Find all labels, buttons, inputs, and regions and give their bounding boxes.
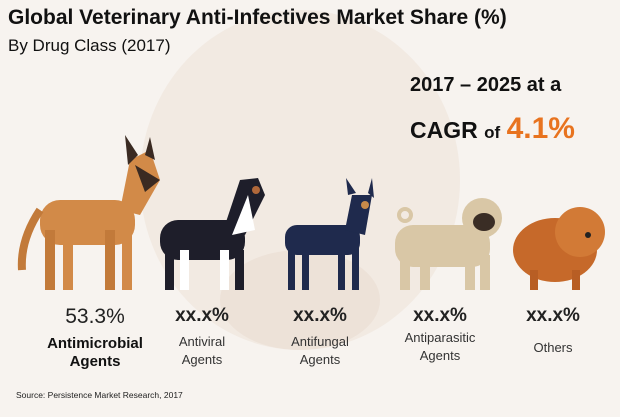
chart-title: Global Veterinary Anti-Infectives Market…	[8, 6, 507, 29]
label-line: Antimicrobial	[47, 335, 143, 352]
category-antiviral: xx.x% Antiviral Agents	[137, 305, 267, 369]
dog-antiparasitic-icon	[395, 198, 502, 290]
dog-illustrations	[17, 135, 605, 290]
cagr-prefix: CAGR	[410, 117, 478, 143]
dog-antimicrobial-icon	[17, 135, 160, 290]
category-antifungal: xx.x% Antifungal Agents	[255, 305, 385, 369]
label-line: Antiparasitic	[404, 330, 476, 345]
label-line: Agents	[181, 352, 223, 367]
dog-others-icon	[513, 207, 605, 290]
label-line: Agents	[299, 352, 341, 367]
value-label: xx.x%	[413, 305, 467, 326]
category-antiparasitic: xx.x% Antiparasitic Agents	[375, 305, 505, 365]
category-label: Antiviral Agents	[137, 333, 267, 369]
cagr-value: 4.1%	[506, 112, 575, 145]
value-label: xx.x%	[526, 305, 580, 326]
category-antimicrobial: 53.3% Antimicrobial Agents	[30, 305, 160, 371]
cagr-line: CAGR of 4.1%	[410, 112, 575, 146]
cagr-period: 2017 – 2025 at a	[410, 74, 562, 96]
chart-subtitle: By Drug Class (2017)	[8, 36, 171, 55]
label-line: Antifungal	[291, 334, 349, 349]
value-label: xx.x%	[293, 305, 347, 326]
category-label: Antifungal Agents	[255, 333, 385, 369]
value-label: xx.x%	[175, 305, 229, 326]
dog-antiviral-icon	[160, 178, 265, 290]
label-line: Agents	[69, 353, 121, 370]
cagr-of: of	[484, 123, 501, 142]
source-note: Source: Persistence Market Research, 201…	[16, 390, 183, 400]
category-label: Antimicrobial Agents	[30, 335, 160, 371]
label-line: Others	[533, 340, 573, 355]
label-line: Agents	[419, 348, 461, 363]
category-others: xx.x% Others	[488, 305, 618, 357]
category-label: Antiparasitic Agents	[375, 329, 505, 365]
label-line: Antiviral	[178, 334, 226, 349]
value-label: 53.3%	[65, 305, 125, 328]
dog-antifungal-icon	[285, 178, 374, 290]
category-label: Others	[488, 339, 618, 357]
